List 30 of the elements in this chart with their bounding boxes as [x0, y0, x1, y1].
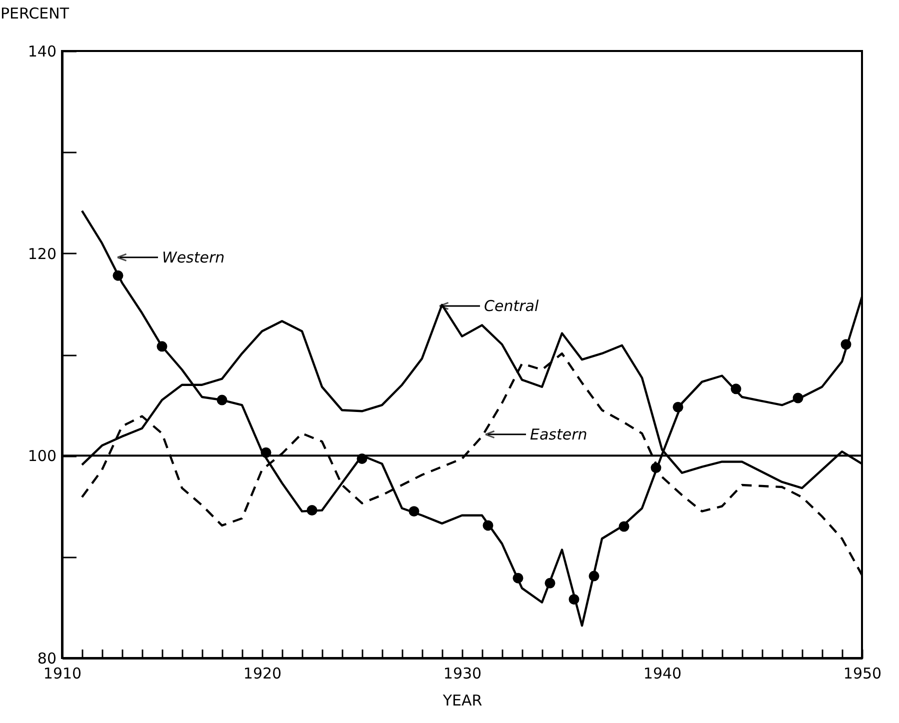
- annotation: Central: [484, 296, 540, 315]
- point: [588, 570, 600, 582]
- annotation: Eastern: [530, 425, 588, 444]
- x-tick-label: 1940: [643, 664, 682, 682]
- x-tick-label: 1920: [243, 664, 282, 682]
- point: [792, 392, 804, 404]
- y-tick-label: 80: [37, 650, 56, 668]
- x-axis-title: YEAR: [442, 692, 482, 710]
- point: [672, 402, 684, 412]
- point: [156, 341, 168, 352]
- x-tick-label: 1950: [843, 664, 882, 682]
- point: [730, 384, 742, 394]
- y-tick-label: 140: [28, 42, 56, 60]
- point: [544, 578, 556, 588]
- point: [408, 506, 420, 517]
- y-axis-title: PERCENT: [0, 4, 70, 22]
- x-tick-label: 1910: [43, 664, 82, 682]
- point: [618, 521, 630, 532]
- y-tick-label: 120: [28, 244, 56, 263]
- point: [650, 462, 662, 474]
- point: [306, 505, 318, 516]
- x-tick-label: 1930: [443, 664, 482, 682]
- point: [216, 394, 228, 406]
- point: [512, 572, 524, 584]
- y-tick-label: 100: [28, 447, 56, 466]
- point: [482, 520, 494, 531]
- point: [568, 594, 580, 605]
- point: [840, 339, 852, 350]
- annotation: Western: [162, 248, 225, 266]
- point: [112, 270, 124, 281]
